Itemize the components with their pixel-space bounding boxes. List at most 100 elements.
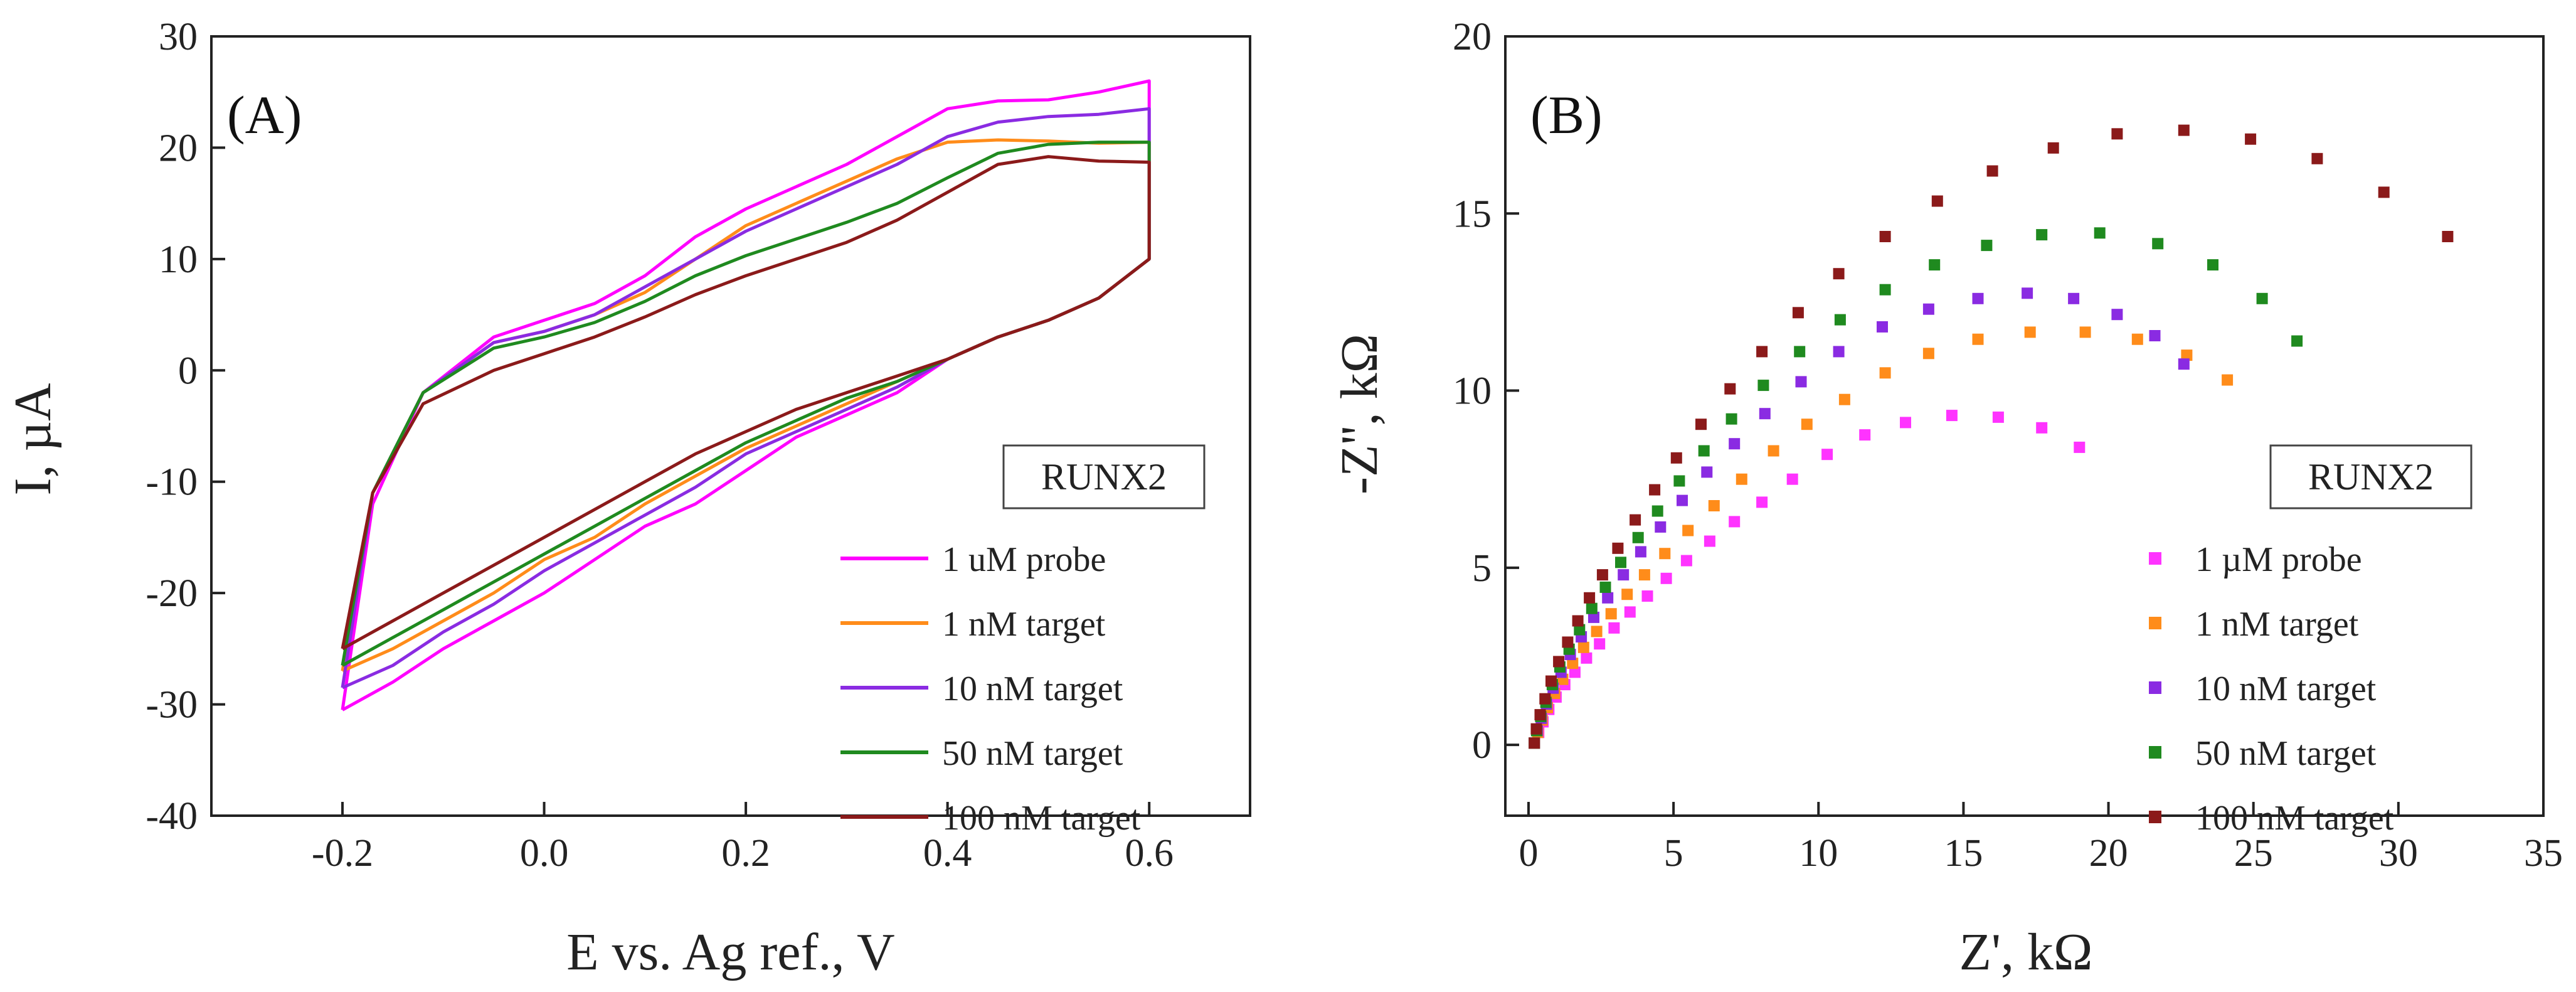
panel-a-legend-label-10-nm-target: 10 nM target (942, 669, 1123, 708)
panel-b-legend-label-1-nm-target: 1 nM target (2195, 605, 2359, 644)
panel-b-point-50-nm-target (2207, 259, 2218, 271)
panel-b-point-10-nm-target (1972, 292, 1984, 304)
panel-b-xtick-label: 10 (1799, 832, 1838, 875)
panel-b-point-100-nm-target (1553, 656, 1565, 668)
panel-b-point-50-nm-target (2094, 227, 2106, 239)
panel-a-ylabel: I, µA (4, 383, 62, 495)
panel-b-point-1-m-probe (1680, 555, 1692, 567)
panel-a-series-50-nm-target (341, 141, 1151, 667)
panel-b-point-1-nm-target (2079, 326, 2091, 338)
panel-b-point-100-nm-target (1529, 737, 1540, 749)
panel-b-point-50-nm-target (1673, 475, 1685, 487)
panel-b-point-50-nm-target (1794, 346, 1806, 358)
panel-b-legend-swatch-50-nm-target (2149, 746, 2161, 759)
panel-b-point-1-nm-target (1972, 333, 1984, 345)
panel-a-ytick-label: -30 (146, 684, 198, 727)
panel-a-legend-label-1-um-probe: 1 uM probe (942, 540, 1106, 579)
panel-a-legend: RUNX2 1 uM probe 1 nM target 10 nM target 5… (840, 444, 1206, 838)
panel-b-xtick-label: 20 (2089, 832, 2128, 875)
panel-a-xtick-label: 0.6 (1125, 832, 1174, 875)
panel-b-ylabel: -Z'', kΩ (1330, 334, 1389, 494)
panel-b-point-100-nm-target (1792, 307, 1804, 319)
panel-b-xtick-label: 5 (1664, 832, 1683, 875)
panel-b-point-1-m-probe (1821, 449, 1833, 461)
panel-b-point-1-m-probe (1786, 473, 1798, 485)
panel-b-point-100-nm-target (1724, 383, 1736, 395)
panel-b-point-1-nm-target (1605, 608, 1617, 620)
panel-b-point-100-nm-target (1539, 693, 1551, 705)
panel-b-point-1-m-probe (1624, 606, 1636, 618)
panel-b-point-10-nm-target (2022, 287, 2033, 299)
panel-b-point-1-m-probe (1946, 410, 1958, 422)
panel-b-point-1-nm-target (2222, 374, 2234, 386)
panel-b-legend: RUNX2 1 µM probe 1 nM target 10 nM target 5… (2149, 444, 2473, 838)
panel-b-point-100-nm-target (2047, 142, 2059, 154)
panel-b-point-100-nm-target (1756, 346, 1768, 358)
panel-b-ytick-label: 10 (1453, 370, 1492, 413)
panel-b-xtick-label: 35 (2524, 832, 2563, 875)
panel-a-xtick-label: -0.2 (312, 832, 373, 875)
panel-b-point-10-nm-target (1701, 466, 1713, 478)
panel-b-point-1-m-probe (1581, 652, 1593, 664)
panel-a-xtick-label: 0.4 (923, 832, 972, 875)
panel-a-legend-label-50-nm-target: 50 nM target (942, 734, 1123, 773)
panel-b-point-100-nm-target (1562, 636, 1574, 648)
panel-b-legend-label-10-nm-target: 10 nM target (2195, 669, 2377, 708)
panel-b-legend-swatch-100-nm-target (2149, 811, 2161, 823)
panel-b-point-50-nm-target (1698, 445, 1710, 457)
panel-a-legend-title: RUNX2 (1041, 456, 1167, 498)
panel-b-chart: 0 5 10 15 20 25 30 35 0 5 10 15 20 (B) Z', kΩ -Z'', … (1330, 16, 2563, 981)
panel-b-point-50-nm-target (2291, 335, 2303, 347)
panel-a-ytick-label: 30 (159, 16, 198, 58)
panel-b-point-1-nm-target (1879, 367, 1891, 379)
panel-b-point-50-nm-target (1981, 240, 1993, 252)
panel-b-point-100-nm-target (1833, 268, 1845, 280)
panel-b-point-1-m-probe (2074, 441, 2086, 453)
panel-b-xtick-label: 0 (1519, 832, 1538, 875)
panel-a-legend-title-box (1002, 444, 1206, 509)
panel-b-point-1-m-probe (1900, 417, 1911, 429)
panel-b-point-1-nm-target (2131, 333, 2143, 345)
panel-b-point-50-nm-target (2036, 229, 2048, 241)
panel-b-xtick-label: 25 (2234, 832, 2273, 875)
panel-b-point-10-nm-target (1833, 346, 1845, 358)
panel-b-legend-label-100-nm-target: 100 nM target (2195, 799, 2394, 838)
panel-b-point-1-nm-target (1922, 348, 1934, 360)
panel-a-xtick-label: 0.2 (721, 832, 770, 875)
panel-b-point-1-m-probe (1704, 535, 1715, 547)
panel-b-ytick-label: 20 (1453, 16, 1492, 58)
panel-b-point-10-nm-target (1795, 376, 1807, 388)
panel-b-point-10-nm-target (2068, 292, 2080, 304)
panel-b-point-100-nm-target (2111, 128, 2123, 140)
panel-b-point-50-nm-target (1599, 581, 1611, 593)
panel-b-point-100-nm-target (1670, 452, 1682, 464)
panel-b-point-1-m-probe (2036, 422, 2048, 434)
panel-b-point-50-nm-target (1757, 380, 1769, 392)
panel-a-ytick-label: -40 (146, 795, 198, 838)
panel-b-legend-label-50-nm-target: 50 nM target (2195, 734, 2377, 773)
panel-b-point-10-nm-target (1759, 408, 1771, 420)
panel-b-point-1-nm-target (1801, 419, 1813, 430)
panel-b-legend-swatch-1-nm-target (2149, 617, 2161, 629)
panel-b-point-50-nm-target (1574, 624, 1586, 636)
panel-b-point-100-nm-target (2311, 152, 2323, 164)
panel-b-point-100-nm-target (1931, 195, 1943, 207)
panel-b-point-100-nm-target (1879, 231, 1891, 242)
panel-a-legend-label-1-nm-target: 1 nM target (942, 605, 1106, 644)
panel-b-point-10-nm-target (1635, 546, 1646, 558)
panel-b-point-100-nm-target (1630, 514, 1641, 526)
panel-b-point-100-nm-target (1649, 484, 1661, 496)
panel-b-point-1-m-probe (1756, 496, 1768, 508)
panel-b-point-10-nm-target (2111, 309, 2123, 321)
panel-b-point-1-nm-target (1638, 569, 1650, 581)
panel-a-ytick-label: 10 (159, 238, 198, 281)
panel-b-point-1-nm-target (1838, 393, 1850, 405)
panel-b-point-10-nm-target (1922, 303, 1934, 315)
panel-b-point-1-nm-target (1682, 525, 1694, 536)
panel-b-point-50-nm-target (1879, 284, 1891, 296)
panel-a-xtick-label: 0.0 (520, 832, 569, 875)
panel-b-point-100-nm-target (1572, 615, 1584, 627)
panel-b-point-50-nm-target (1615, 557, 1626, 568)
panel-b-point-1-m-probe (1594, 638, 1606, 650)
panel-b-point-100-nm-target (1695, 419, 1707, 430)
